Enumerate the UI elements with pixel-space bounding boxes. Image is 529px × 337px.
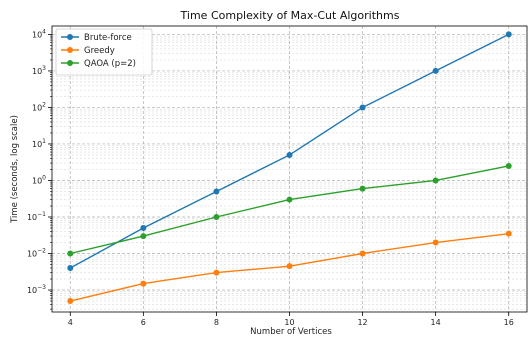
series-line-qaoa-p-2: [70, 165, 509, 255]
grid: [52, 26, 527, 312]
x-tick-label: 4: [68, 318, 73, 327]
data-point-greedy: [505, 230, 512, 237]
y-axis-label: Time (seconds, log scale): [10, 115, 20, 224]
data-point-greedy: [213, 269, 220, 276]
data-point-qaoa-p-2: [140, 233, 147, 240]
y-tick-label: 10−2: [27, 248, 46, 259]
x-tick-label: 14: [431, 318, 441, 327]
x-tick-label: 16: [504, 318, 514, 327]
data-point-brute-force: [359, 104, 366, 111]
data-point-brute-force: [286, 151, 293, 158]
legend-label-brute-force: Brute-force: [84, 33, 132, 43]
data-point-greedy: [140, 280, 147, 287]
data-point-brute-force: [67, 265, 74, 272]
x-tick-label: 6: [141, 318, 146, 327]
legend-box: [55, 28, 153, 76]
data-point-brute-force: [505, 31, 512, 38]
x-axis-ticks: 4 6 8 10 12 14 16: [68, 312, 514, 327]
data-point-brute-force: [140, 224, 147, 231]
x-axis-label: Number of Vertices: [250, 327, 332, 337]
y-tick-label: 10−1: [27, 211, 46, 222]
data-point-greedy: [286, 263, 293, 270]
legend-marker-greedy: [67, 47, 73, 53]
plot-frame: [51, 25, 528, 313]
series-group: [67, 31, 512, 305]
legend-label-greedy: Greedy: [84, 46, 115, 56]
data-point-greedy: [359, 250, 366, 257]
data-point-qaoa-p-2: [432, 177, 439, 184]
data-point-qaoa-p-2: [286, 196, 293, 203]
y-tick-label: 104: [32, 28, 46, 39]
y-tick-label: 102: [32, 101, 46, 112]
data-point-brute-force: [432, 67, 439, 74]
legend: Brute-force Greedy QAOA (p=2): [55, 28, 153, 76]
legend-marker-brute-force: [67, 34, 73, 40]
y-tick-label: 103: [32, 65, 46, 76]
data-point-qaoa-p-2: [213, 213, 220, 220]
x-tick-label: 10: [284, 318, 294, 327]
x-tick-label: 8: [214, 318, 219, 327]
y-tick-label: 10−3: [27, 284, 46, 295]
data-point-greedy: [432, 239, 439, 246]
legend-label-qaoa: QAOA (p=2): [84, 59, 136, 69]
data-point-qaoa-p-2: [359, 185, 366, 192]
y-axis-ticks: 10−3 10−2 10−1 100 101 102 103 104: [27, 28, 52, 310]
data-point-brute-force: [213, 188, 220, 195]
y-tick-label: 101: [32, 138, 46, 149]
legend-marker-qaoa: [67, 60, 73, 66]
chart-title: Time Complexity of Max-Cut Algorithms: [180, 9, 400, 22]
x-tick-label: 12: [357, 318, 367, 327]
data-point-greedy: [67, 298, 74, 305]
data-point-qaoa-p-2: [67, 250, 74, 257]
data-point-qaoa-p-2: [505, 162, 512, 169]
y-tick-label: 100: [32, 174, 46, 185]
